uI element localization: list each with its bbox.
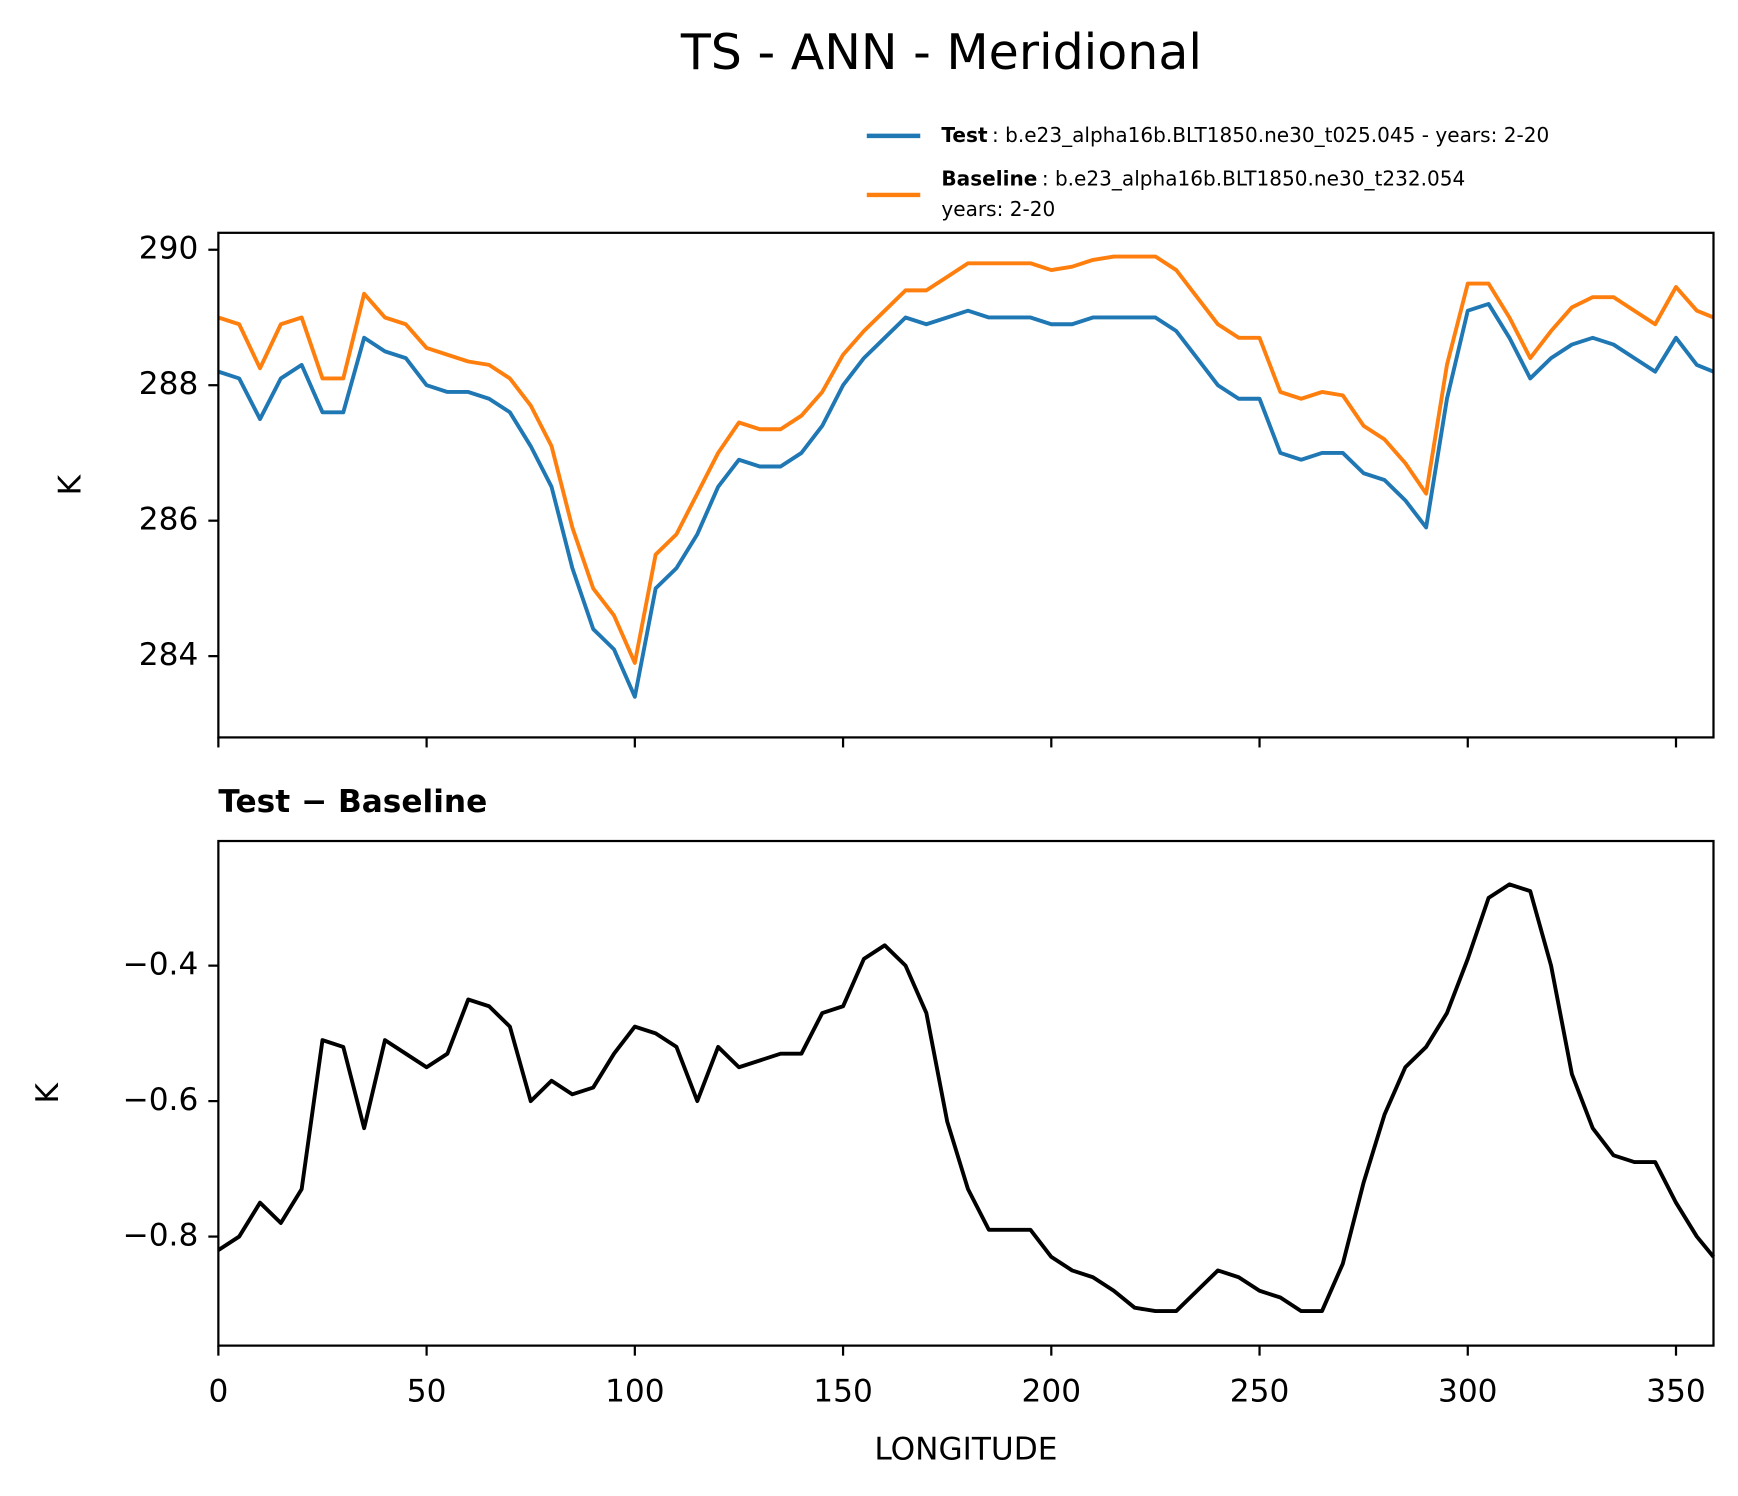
y-tick-label: −0.8 <box>123 1218 199 1254</box>
x-tick-label: 150 <box>813 1373 873 1409</box>
x-tick-label: 200 <box>1022 1373 1082 1409</box>
y-axis-label: K <box>30 1082 66 1104</box>
legend-name: Baseline <box>941 166 1037 190</box>
y-tick-label: 288 <box>139 366 199 402</box>
axes-frame <box>217 231 1715 739</box>
data-line <box>217 882 1715 1314</box>
figure-title: TS - ANN - Meridional <box>680 24 1202 81</box>
axes-frame <box>217 839 1715 1347</box>
y-tick-label: 286 <box>139 502 199 538</box>
x-tick-label: 0 <box>208 1373 228 1409</box>
legend-name: Test <box>941 122 988 146</box>
x-tick-label: 100 <box>605 1373 665 1409</box>
x-tick-label: 50 <box>407 1373 447 1409</box>
data-line <box>217 301 1715 699</box>
axes-title: Test − Baseline <box>218 784 487 820</box>
x-tick-label: 350 <box>1646 1373 1706 1409</box>
legend-label: Test: b.e23_alpha16b.BLT1850.ne30_t025.0… <box>941 122 1549 146</box>
y-tick-label: 290 <box>139 231 199 267</box>
x-axis-label: LONGITUDE <box>874 1431 1057 1467</box>
y-tick-label: −0.4 <box>123 947 199 983</box>
y-axis-label: K <box>52 473 88 495</box>
y-tick-label: 284 <box>139 637 199 673</box>
legend-description: years: 2-20 <box>941 197 1055 221</box>
x-tick-label: 250 <box>1230 1373 1290 1409</box>
data-line <box>217 254 1715 665</box>
legend-description: : b.e23_alpha16b.BLT1850.ne30_t025.045 -… <box>992 122 1549 146</box>
x-tick-label: 300 <box>1438 1373 1498 1409</box>
legend-label: Baseline: b.e23_alpha16b.BLT1850.ne30_t2… <box>941 166 1465 190</box>
y-tick-label: −0.6 <box>123 1082 199 1118</box>
legend-description: : b.e23_alpha16b.BLT1850.ne30_t232.054 <box>1042 166 1465 190</box>
